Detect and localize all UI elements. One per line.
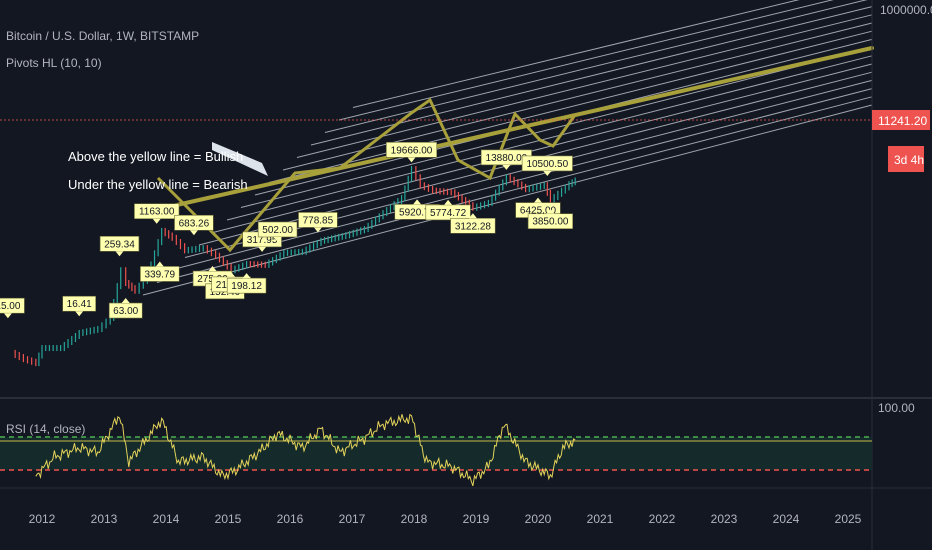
annotation-callout: Above the yellow line = Bullish Under th… (68, 142, 268, 192)
svg-text:778.85: 778.85 (303, 215, 334, 226)
time-tick-label: 2012 (29, 512, 56, 526)
rsi-label: RSI (14, close) (6, 422, 85, 436)
time-tick-label: 2014 (153, 512, 180, 526)
pivot-high-label: 10500.50 (521, 155, 573, 176)
pivot-high-label: 683.26 (174, 214, 214, 236)
rsi-band (0, 437, 872, 470)
fan-line (282, 22, 873, 171)
pivot-high-label: 15.00 (0, 297, 25, 319)
current-price-value: 11241.20 (878, 114, 927, 128)
time-tick-label: 2013 (91, 512, 118, 526)
time-tick-label: 2017 (339, 512, 366, 526)
svg-text:16.41: 16.41 (67, 299, 92, 310)
svg-text:5920.72: 5920.72 (399, 207, 436, 218)
price-candles (14, 166, 576, 367)
fan-line (170, 88, 873, 271)
rsi-axis-top-label: 100.00 (878, 401, 915, 415)
time-tick-label: 2023 (711, 512, 738, 526)
rsi-line (35, 413, 576, 487)
yellow-trend-lines (156, 46, 874, 253)
time-tick-label: 2016 (277, 512, 304, 526)
pivot-high-label: 1163.00 (134, 203, 180, 224)
time-tick-label: 2025 (835, 512, 862, 526)
svg-text:339.79: 339.79 (145, 269, 176, 280)
svg-text:10500.50: 10500.50 (526, 159, 568, 170)
svg-text:3122.28: 3122.28 (455, 221, 492, 232)
annotation-line-2: Under the yellow line = Bearish (68, 177, 248, 192)
time-tick-label: 2020 (525, 512, 552, 526)
rsi-series (35, 413, 576, 487)
time-tick-label: 2021 (587, 512, 614, 526)
yellow-long-trend-line (166, 46, 874, 209)
svg-text:13880.00: 13880.00 (486, 153, 528, 164)
countdown-value: 3d 4h (894, 153, 924, 167)
pivot-low-label: 5774.72 (425, 199, 471, 221)
svg-text:259.34: 259.34 (104, 239, 135, 250)
svg-text:63.00: 63.00 (113, 306, 138, 317)
indicator-label: Pivots HL (10, 10) (6, 56, 102, 70)
pivot-low-label: 339.79 (140, 261, 180, 282)
annotation-line-1: Above the yellow line = Bullish (68, 149, 243, 164)
fan-line (268, 30, 873, 183)
price-axis-top-label: 1000000.00 (880, 3, 932, 17)
time-tick-label: 2015 (215, 512, 242, 526)
svg-text:3850.00: 3850.00 (532, 217, 569, 228)
pivot-low-label: 3850.00 (527, 208, 573, 230)
countdown-badge (888, 146, 924, 172)
time-tick-label: 2018 (401, 512, 428, 526)
time-tick-label: 2024 (773, 512, 800, 526)
pivot-low-label: 198.12 (226, 273, 267, 294)
pivot-low-label: 63.00 (108, 298, 143, 319)
svg-text:502.00: 502.00 (262, 225, 293, 236)
annotation-arrow (212, 142, 268, 176)
pivot-low-label: 3122.28 (450, 213, 496, 234)
svg-text:152.40: 152.40 (210, 287, 241, 298)
svg-text:15.00: 15.00 (0, 301, 21, 312)
time-tick-label: 2019 (463, 512, 490, 526)
svg-text:5774.72: 5774.72 (430, 208, 467, 219)
pitchfork-lines (142, 0, 873, 296)
pivot-high-label: 19666.00 (386, 142, 438, 163)
svg-text:198.12: 198.12 (231, 281, 262, 292)
fan-line (338, 0, 834, 121)
fan-line (296, 14, 873, 158)
pivot-labels: 15.00 16.41 259.34 1163.00 683.26 317.95502.0… (0, 142, 573, 319)
fan-line (240, 47, 873, 208)
svg-text:317.95: 317.95 (247, 235, 278, 246)
pivot-high-label: 502.00 (257, 221, 298, 242)
yellow-swing-path (156, 97, 577, 253)
svg-text:683.26: 683.26 (179, 218, 210, 229)
pivot-high-label: 778.85 (298, 212, 338, 233)
svg-text:6425.00: 6425.00 (520, 206, 557, 217)
fan-line (352, 0, 800, 108)
svg-text:19666.00: 19666.00 (391, 145, 433, 156)
fan-line (226, 55, 873, 221)
symbol-title: Bitcoin / U.S. Dollar, 1W, BITSTAMP (6, 29, 199, 43)
fan-line (212, 63, 873, 233)
fan-line (156, 96, 873, 283)
pivot-high-label: 16.41 (62, 295, 97, 317)
fan-line (310, 6, 873, 146)
pivot-high-label: 259.34 (99, 236, 140, 257)
time-tick-label: 2022 (649, 512, 676, 526)
time-axis: 2012 2013 2014 2015 2016 2017 2018 2019 2020 2021… (29, 512, 862, 526)
fan-line (142, 104, 873, 296)
current-price-badge (872, 110, 930, 130)
svg-text:1163.00: 1163.00 (139, 207, 175, 218)
